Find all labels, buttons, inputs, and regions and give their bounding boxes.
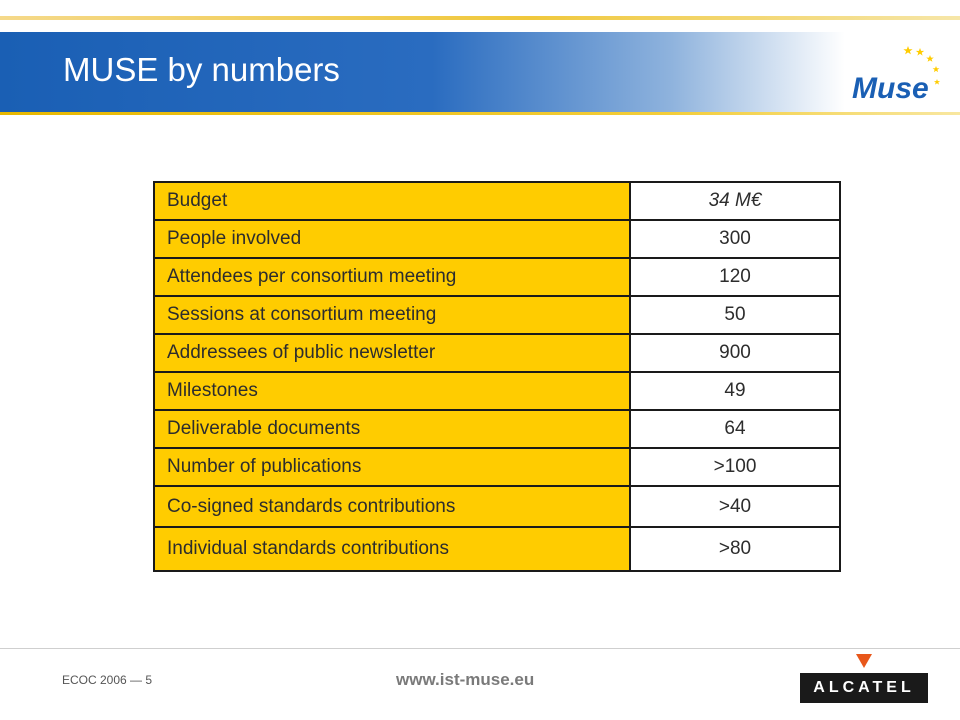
table-row: Addressees of public newsletter 900 (154, 334, 840, 372)
row-value: >80 (629, 527, 840, 571)
table-row: Number of publications >100 (154, 448, 840, 486)
row-label: Addressees of public newsletter (154, 334, 630, 372)
table-row: Co-signed standards contributions >40 (154, 486, 840, 527)
eu-stars-icon (903, 46, 941, 85)
alcatel-logo: ALCATEL (800, 673, 928, 703)
row-value: 300 (629, 220, 840, 258)
muse-logo: Muse (852, 46, 941, 105)
muse-logo-text: Muse (852, 72, 929, 105)
alcatel-triangle-icon (856, 654, 872, 668)
row-label: Milestones (154, 372, 630, 410)
banner-underline (0, 112, 960, 115)
row-label: Individual standards contributions (154, 527, 630, 571)
table-row: Milestones 49 (154, 372, 840, 410)
row-value: 64 (629, 410, 840, 448)
row-label: Number of publications (154, 448, 630, 486)
row-label: Attendees per consortium meeting (154, 258, 630, 296)
row-value: >100 (629, 448, 840, 486)
table-row: Sessions at consortium meeting 50 (154, 296, 840, 334)
row-value: 120 (629, 258, 840, 296)
footer-event-page: ECOC 2006 — 5 (62, 673, 153, 687)
table-row: Individual standards contributions >80 (154, 527, 840, 571)
footer-url: www.ist-muse.eu (396, 670, 535, 689)
row-label: Co-signed standards contributions (154, 486, 630, 527)
row-label: Sessions at consortium meeting (154, 296, 630, 334)
row-value: 900 (629, 334, 840, 372)
table-row: Budget 34 M€ (154, 182, 840, 220)
title-banner (0, 32, 960, 112)
row-label: Budget (154, 182, 630, 220)
numbers-table: Budget 34 M€ People involved 300 Attendees… (153, 181, 841, 572)
row-value: 34 M€ (629, 182, 840, 220)
row-value: 49 (629, 372, 840, 410)
row-label: People involved (154, 220, 630, 258)
table-row: Attendees per consortium meeting 120 (154, 258, 840, 296)
row-value: >40 (629, 486, 840, 527)
top-accent-line (0, 16, 960, 20)
footer-divider (0, 648, 960, 649)
table-row: Deliverable documents 64 (154, 410, 840, 448)
row-value: 50 (629, 296, 840, 334)
row-label: Deliverable documents (154, 410, 630, 448)
table-row: People involved 300 (154, 220, 840, 258)
slide-title: MUSE by numbers (63, 51, 340, 88)
